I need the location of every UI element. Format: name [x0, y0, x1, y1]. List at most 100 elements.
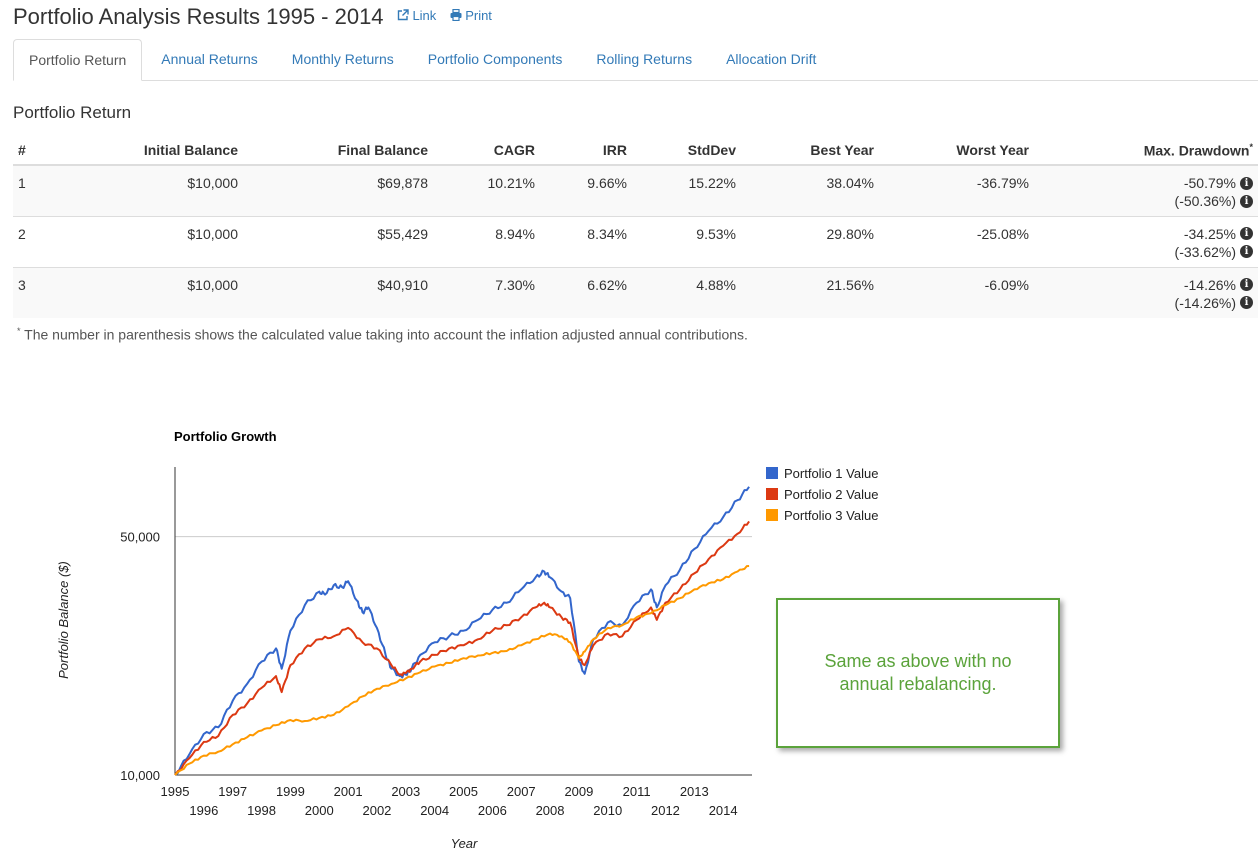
x-tick-label: 1999 [276, 784, 305, 799]
section-title: Portfolio Return [13, 103, 132, 122]
col-header-worst-year: Worst Year [879, 136, 1034, 166]
legend-label: Portfolio 3 Value [784, 508, 878, 523]
table-row: 1 $10,000 $69,878 10.21% 9.66% 15.22% 38… [13, 164, 1258, 216]
row-num: 2 [18, 225, 26, 242]
print-icon [450, 9, 462, 21]
col-header-cagr: CAGR [433, 136, 540, 166]
info-icon[interactable]: i [1240, 176, 1253, 190]
cagr: 7.30% [495, 276, 535, 293]
col-header-num: # [13, 136, 73, 166]
print-button[interactable]: Print [450, 8, 492, 23]
print-label: Print [465, 7, 492, 23]
series-line [174, 520, 750, 776]
cagr: 8.94% [495, 225, 535, 242]
col-header-best-year: Best Year [741, 136, 879, 166]
portfolio-growth-chart: Portfolio Growth Portfolio Balance ($) Y… [56, 429, 878, 851]
page-header: Portfolio Analysis Results 1995 - 2014 L… [13, 4, 492, 30]
info-icon[interactable]: i [1240, 278, 1253, 291]
col-header-final-balance: Final Balance [243, 136, 433, 166]
col-header-stddev: StdDev [632, 136, 741, 166]
callout-text: Same as above with no annual rebalancing… [824, 651, 1012, 694]
tab-annual-returns[interactable]: Annual Returns [161, 51, 258, 67]
y-tick-label: 10,000 [120, 768, 160, 783]
col-header-irr: IRR [540, 136, 632, 166]
x-tick-label: 2007 [507, 784, 536, 799]
x-tick-label: 2014 [709, 803, 738, 818]
irr: 8.34% [587, 225, 627, 242]
worst-year: -36.79% [976, 175, 1029, 191]
legend-label: Portfolio 1 Value [784, 466, 878, 481]
irr: 6.62% [587, 276, 627, 293]
external-link-icon [398, 9, 410, 21]
link-label: Link [412, 7, 437, 23]
legend-swatch [766, 488, 778, 500]
worst-year: -6.09% [984, 276, 1029, 293]
initial-balance: $10,000 [187, 225, 238, 242]
portfolio-return-table: # Initial Balance Final Balance CAGR IRR… [13, 136, 1258, 318]
info-icon[interactable]: i [1240, 245, 1253, 258]
x-tick-label: 2011 [623, 784, 651, 799]
tab-rolling-returns[interactable]: Rolling Returns [596, 51, 693, 67]
x-tick-label: 2013 [680, 784, 709, 799]
footnote-marker: * [1249, 141, 1253, 152]
best-year: 21.56% [826, 276, 874, 293]
cagr: 10.21% [487, 175, 535, 191]
y-axis-label: Portfolio Balance ($) [56, 561, 71, 679]
final-balance: $69,878 [377, 175, 428, 191]
col-header-initial-balance: Initial Balance [73, 136, 243, 166]
col-header-max-drawdown: Max. Drawdown* [1034, 136, 1258, 166]
tab-allocation-drift[interactable]: Allocation Drift [726, 51, 817, 67]
best-year: 38.04% [826, 175, 874, 191]
x-tick-label: 1996 [189, 803, 218, 818]
x-tick-label: 2002 [362, 803, 391, 818]
footnote-text: The number in parenthesis shows the calc… [20, 326, 748, 343]
chart-title: Portfolio Growth [174, 429, 277, 444]
max-drawdown-adjusted: (-14.26%) [1174, 294, 1236, 311]
final-balance: $40,910 [377, 276, 428, 293]
initial-balance: $10,000 [187, 276, 238, 293]
annotation-callout: Same as above with no annual rebalancing… [776, 598, 1060, 748]
x-tick-label: 2010 [593, 803, 622, 818]
table-row: 2 $10,000 $55,429 8.94% 8.34% 9.53% 29.8… [13, 215, 1258, 267]
tab-monthly-returns[interactable]: Monthly Returns [291, 51, 394, 67]
x-tick-label: 2005 [449, 784, 478, 799]
info-icon[interactable]: i [1240, 227, 1253, 240]
footnote-marker: * [17, 326, 21, 336]
x-tick-label: 2000 [305, 803, 334, 818]
info-icon[interactable]: i [1240, 296, 1253, 309]
tab-portfolio-components[interactable]: Portfolio Components [427, 51, 563, 67]
page-title: Portfolio Analysis Results 1995 - 2014 [13, 4, 384, 29]
tab-portfolio-return[interactable]: Portfolio Return [13, 39, 143, 81]
info-icon[interactable]: i [1240, 194, 1253, 208]
max-drawdown-adjusted: (-50.36%) [1174, 193, 1236, 209]
table-header-row: # Initial Balance Final Balance CAGR IRR… [13, 136, 1258, 166]
y-tick-label: 50,000 [120, 530, 160, 545]
legend-label: Portfolio 2 Value [784, 487, 878, 502]
series-line [174, 486, 750, 776]
max-drawdown: -34.25% [1183, 225, 1236, 242]
footnote: * The number in parenthesis shows the ca… [17, 326, 748, 343]
legend-swatch [766, 509, 778, 521]
irr: 9.66% [587, 175, 627, 191]
x-axis-label: Year [451, 836, 478, 851]
final-balance: $55,429 [377, 225, 428, 242]
x-tick-label: 2006 [478, 803, 507, 818]
x-tick-label: 2001 [334, 784, 363, 799]
x-tick-label: 2004 [420, 803, 449, 818]
max-drawdown: -50.79% [1183, 175, 1236, 191]
x-tick-label: 2008 [536, 803, 565, 818]
stddev: 9.53% [696, 225, 736, 242]
best-year: 29.80% [826, 225, 874, 242]
initial-balance: $10,000 [187, 175, 238, 191]
x-tick-label: 2009 [564, 784, 593, 799]
stddev: 4.88% [696, 276, 736, 293]
x-tick-label: 1995 [161, 784, 190, 799]
x-tick-label: 1998 [247, 803, 276, 818]
row-num: 3 [18, 276, 26, 293]
max-drawdown-adjusted: (-33.62%) [1174, 243, 1236, 260]
link-button[interactable]: Link [397, 8, 436, 23]
max-drawdown: -14.26% [1183, 276, 1236, 293]
x-tick-label: 2012 [651, 803, 680, 818]
worst-year: -25.08% [976, 225, 1029, 242]
x-tick-label: 2003 [391, 784, 420, 799]
